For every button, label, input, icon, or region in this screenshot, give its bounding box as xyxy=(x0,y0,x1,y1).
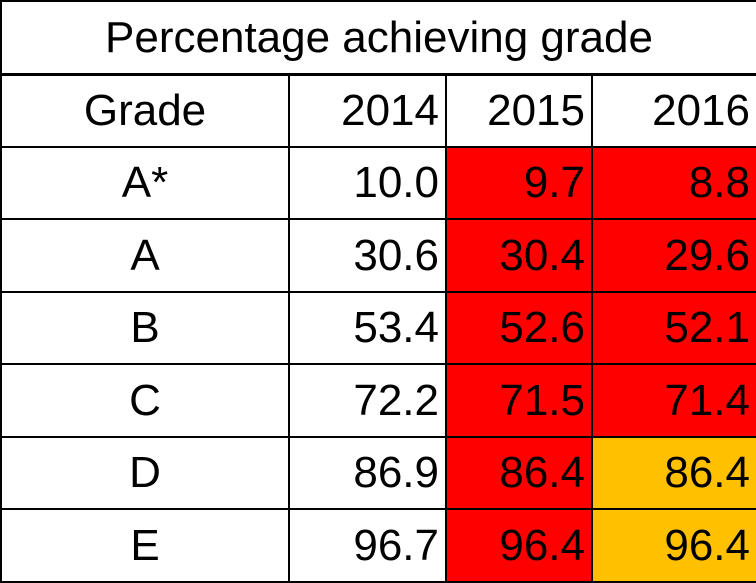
table-row: A* 10.0 9.7 8.8 xyxy=(0,145,756,221)
table-row: A 30.6 30.4 29.6 xyxy=(0,218,756,293)
grade-label: A* xyxy=(0,145,290,221)
table-title: Percentage achieving grade xyxy=(0,0,756,76)
grade-label: C xyxy=(0,363,290,438)
grade-label: E xyxy=(0,508,290,583)
header-2016: 2016 xyxy=(591,73,756,148)
value-cell-2016: 8.8 xyxy=(591,145,756,221)
value-cell-2014: 86.9 xyxy=(288,435,447,511)
grade-label: A xyxy=(0,218,290,293)
value-cell-2014: 53.4 xyxy=(288,290,447,366)
value-cell-2016: 29.6 xyxy=(591,218,756,293)
table-row: B 53.4 52.6 52.1 xyxy=(0,290,756,366)
grade-label: B xyxy=(0,290,290,366)
value-cell-2016: 96.4 xyxy=(591,508,756,583)
table-row: C 72.2 71.5 71.4 xyxy=(0,363,756,438)
header-2014: 2014 xyxy=(288,73,447,148)
value-cell-2014: 72.2 xyxy=(288,363,447,438)
value-cell-2016: 52.1 xyxy=(591,290,756,366)
value-cell-2015: 96.4 xyxy=(445,508,593,583)
title-row: Percentage achieving grade xyxy=(0,0,756,76)
header-grade: Grade xyxy=(0,73,290,148)
value-cell-2015: 86.4 xyxy=(445,435,593,511)
table-row: E 96.7 96.4 96.4 xyxy=(0,508,756,583)
value-cell-2014: 30.6 xyxy=(288,218,447,293)
value-cell-2015: 52.6 xyxy=(445,290,593,366)
value-cell-2015: 71.5 xyxy=(445,363,593,438)
header-2015: 2015 xyxy=(445,73,593,148)
header-row: Grade 2014 2015 2016 xyxy=(0,73,756,148)
value-cell-2015: 30.4 xyxy=(445,218,593,293)
value-cell-2016: 86.4 xyxy=(591,435,756,511)
grade-label: D xyxy=(0,435,290,511)
value-cell-2015: 9.7 xyxy=(445,145,593,221)
value-cell-2014: 96.7 xyxy=(288,508,447,583)
value-cell-2016: 71.4 xyxy=(591,363,756,438)
value-cell-2014: 10.0 xyxy=(288,145,447,221)
table-row: D 86.9 86.4 86.4 xyxy=(0,435,756,511)
